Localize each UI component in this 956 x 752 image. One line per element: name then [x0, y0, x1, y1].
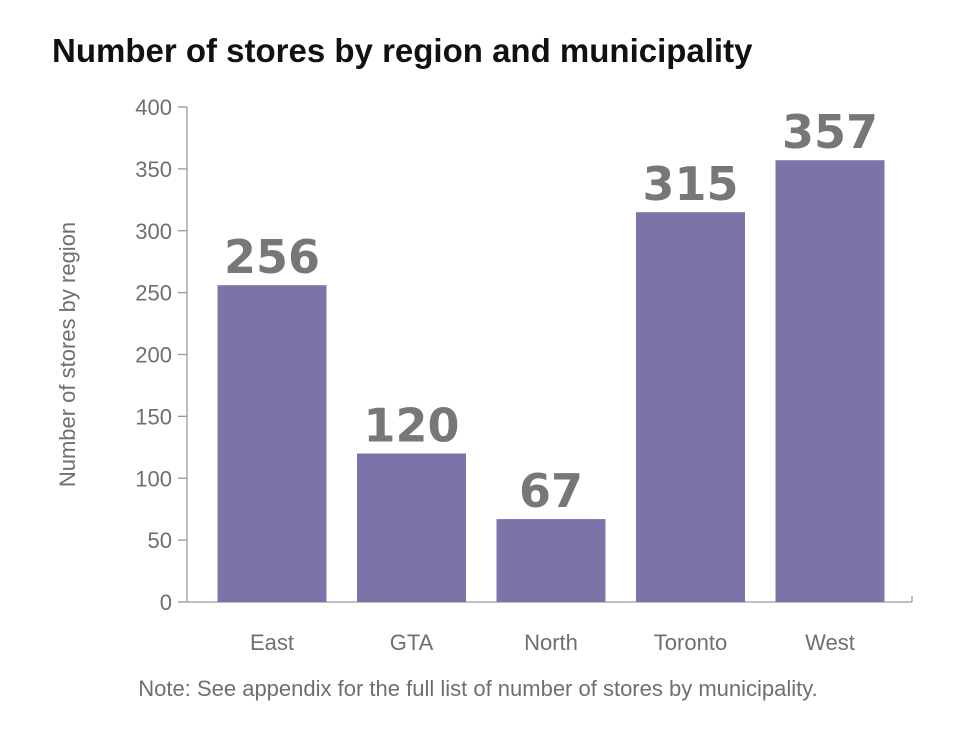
bar-north [496, 519, 606, 602]
y-tick-label: 200 [135, 343, 172, 368]
y-tick-label: 0 [160, 590, 172, 615]
y-tick-label: 350 [135, 157, 172, 182]
y-tick-label: 400 [135, 95, 172, 120]
x-tick-label: North [524, 630, 578, 655]
data-label: 120 [363, 399, 459, 453]
chart-note: Note: See appendix for the full list of … [138, 676, 818, 701]
y-tick-label: 250 [135, 281, 172, 306]
bar-gta [357, 453, 466, 602]
y-tick-label: 150 [135, 404, 172, 429]
bar-east [217, 285, 327, 602]
y-axis: 0 50 100 150 200 250 300 350 400 [135, 95, 188, 615]
data-labels: 256 120 67 315 357 [224, 105, 878, 518]
bar-west [775, 160, 885, 602]
bar-toronto [636, 212, 745, 602]
data-label: 67 [519, 464, 583, 518]
y-tick-label: 50 [148, 528, 172, 553]
x-tick-label: Toronto [654, 630, 727, 655]
x-axis: East GTA North Toronto West [187, 596, 913, 655]
y-tick-label: 300 [135, 219, 172, 244]
data-label: 357 [782, 105, 878, 159]
x-tick-label: GTA [390, 630, 434, 655]
bars [217, 160, 885, 602]
chart-title: Number of stores by region and municipal… [52, 32, 753, 69]
data-label: 315 [642, 157, 738, 211]
y-axis-title: Number of stores by region [55, 222, 80, 487]
y-tick-label: 100 [135, 466, 172, 491]
x-tick-label: West [805, 630, 855, 655]
data-label: 256 [224, 230, 320, 284]
x-tick-label: East [250, 630, 294, 655]
